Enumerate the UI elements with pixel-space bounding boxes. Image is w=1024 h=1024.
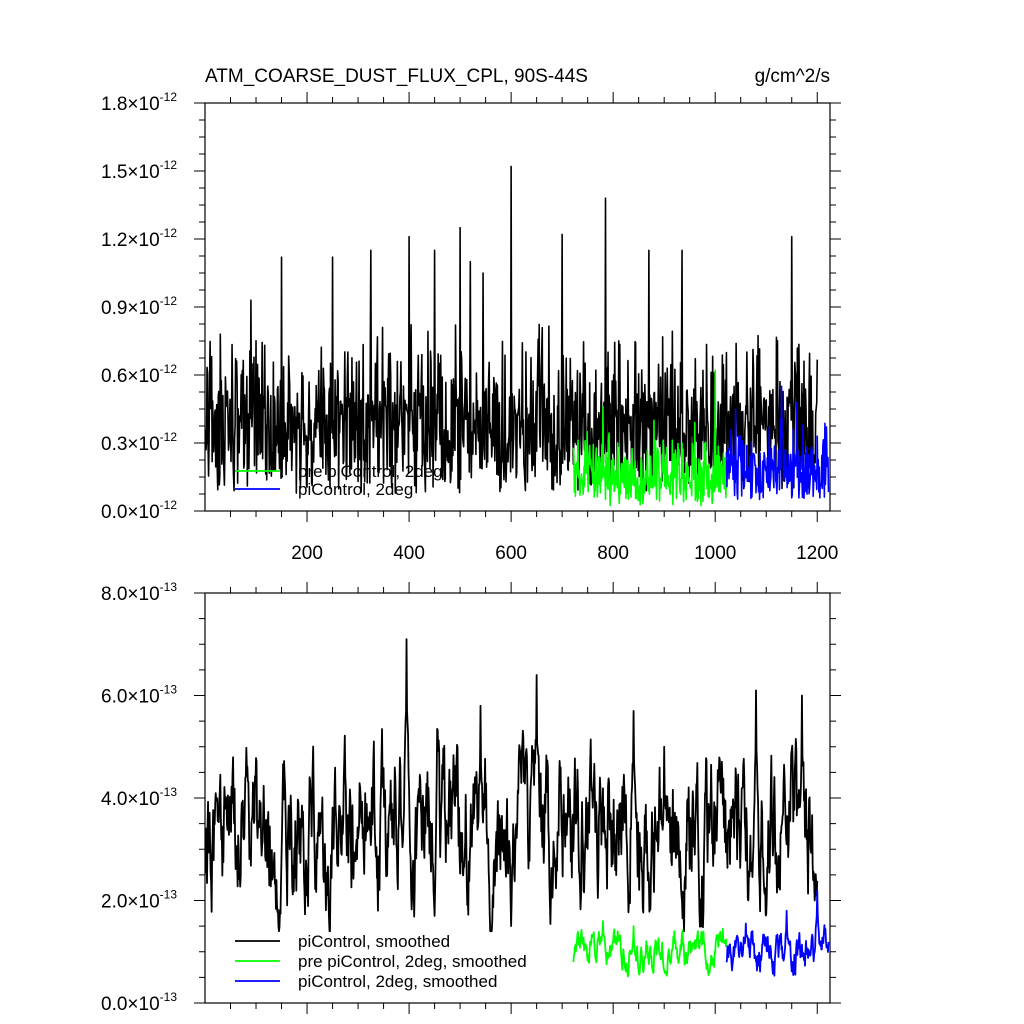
series-line-top-1: [572, 369, 728, 507]
bottom-panel: 0.0×10-13 2.0×10-13 4.0×10-13 6.0×10-13 8.0×…: [101, 580, 841, 1015]
y-tick-label: 2.0×10-13: [101, 888, 177, 913]
y-tick-label: 0.0×10-12: [101, 498, 177, 523]
y-tick-label: 1.2×10-12: [101, 226, 177, 251]
y-tick-label: 8.0×10-13: [101, 580, 177, 605]
x-tick-label: 200: [291, 543, 323, 564]
y-tick-label: 0.6×10-12: [101, 362, 177, 387]
y-tick-label: 4.0×10-13: [101, 785, 177, 810]
y-tick-label: 0.3×10-12: [101, 430, 177, 455]
legend-label: pre piControl, 2deg: [298, 462, 443, 481]
series-line-bottom-2: [725, 889, 830, 977]
y-tick-label: 0.0×10-13: [101, 990, 177, 1015]
x-tick-label: 800: [597, 543, 629, 564]
chart-units: g/cm^2/s: [755, 66, 830, 87]
series-line-bottom-1: [572, 920, 728, 978]
series-line-bottom-0: [204, 638, 819, 933]
series-line-top-2: [725, 385, 830, 501]
legend-label: piControl, 2deg: [298, 480, 413, 499]
legend-label: piControl, 2deg, smoothed: [298, 972, 497, 991]
y-tick-label: 0.9×10-12: [101, 294, 177, 319]
y-tick-label: 1.8×10-12: [101, 90, 177, 115]
series-line-top-0: [204, 165, 819, 494]
x-tick-label: 1200: [796, 543, 838, 564]
x-tick-label: 1000: [694, 543, 736, 564]
x-tick-label: 400: [393, 543, 425, 564]
top-panel: 200 400 600 800 1000 1200 0.0×10-12 0.3×10-12 0.…: [101, 66, 841, 564]
y-tick-label: 6.0×10-13: [101, 683, 177, 708]
x-tick-label: 600: [495, 543, 527, 564]
y-tick-label: 1.5×10-12: [101, 158, 177, 183]
legend-label: pre piControl, 2deg, smoothed: [298, 952, 527, 971]
legend-label: piControl, smoothed: [298, 932, 450, 951]
chart-title: ATM_COARSE_DUST_FLUX_CPL, 90S-44S: [205, 66, 588, 87]
